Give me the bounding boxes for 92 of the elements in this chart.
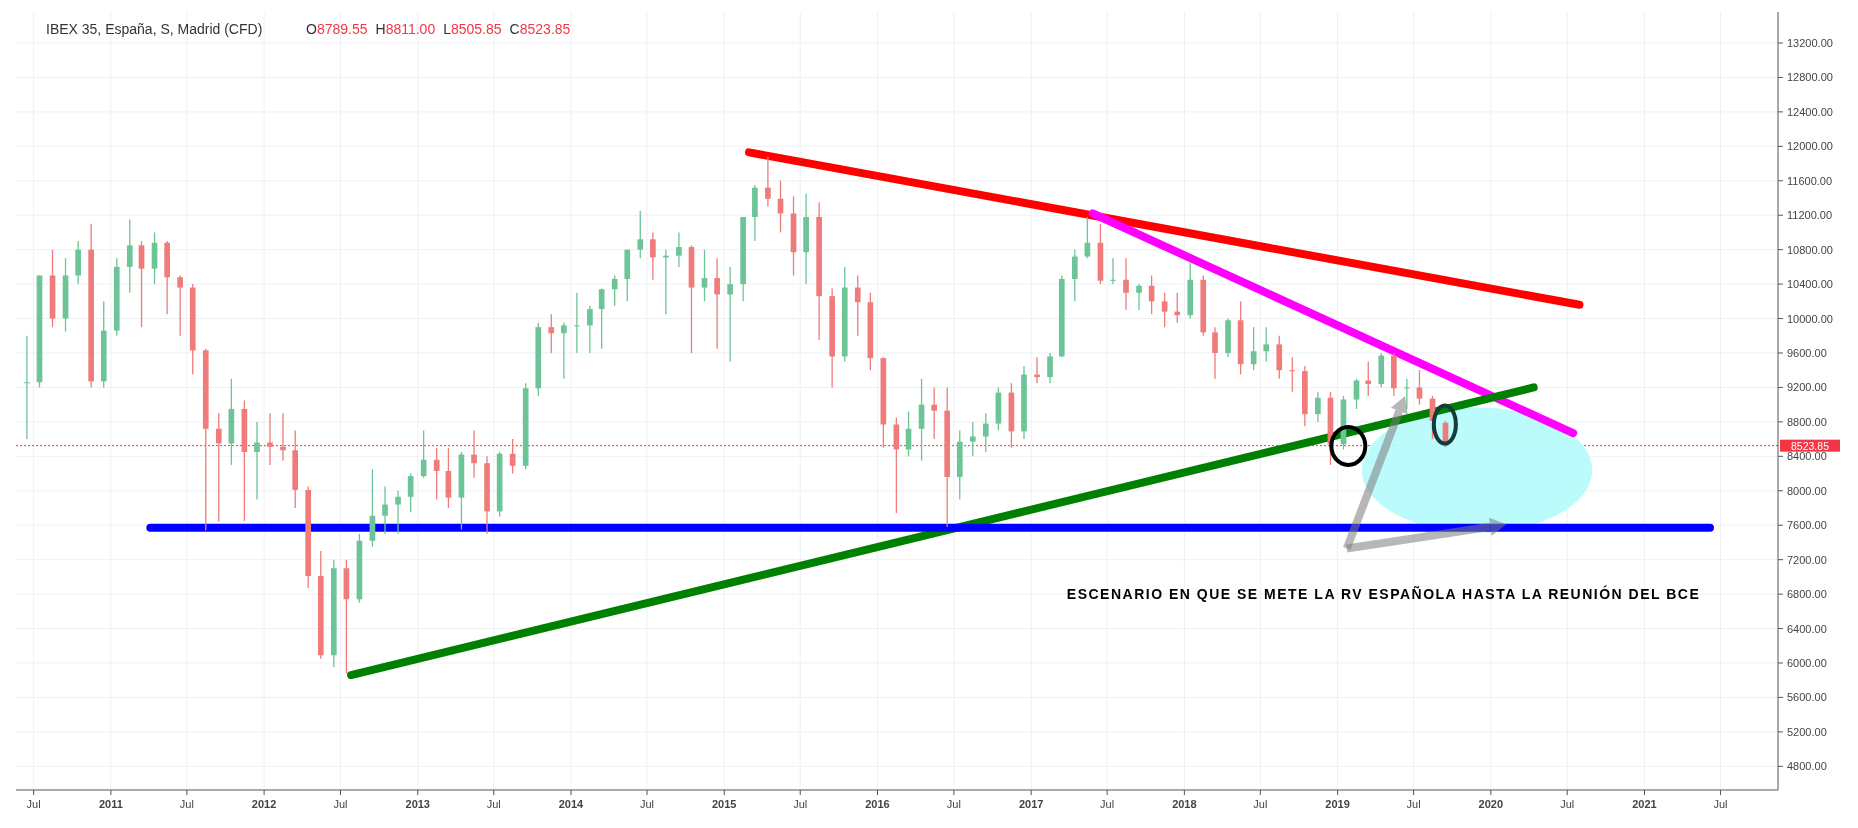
candlestick <box>931 386 937 440</box>
x-tick-label: Jul <box>1713 798 1728 810</box>
y-tick-label: 10000.00 <box>1787 312 1833 325</box>
annotation: ESCENARIO EN QUE SE METE LA RV ESPAÑOLA HASTA LA REUNIÓN DEL BCE <box>1066 585 1701 603</box>
x-tick-label: 2012 <box>251 798 277 810</box>
candlestick <box>611 274 618 307</box>
candlestick <box>24 335 30 440</box>
y-tick-label: 8400.00 <box>1787 450 1827 463</box>
candlestick <box>637 210 644 259</box>
x-tick-label: 2017 <box>1018 798 1044 810</box>
ref-line-label: 8523.85 <box>1791 439 1830 452</box>
y-tick-label: 10400.00 <box>1787 278 1833 291</box>
candlestick <box>382 485 388 535</box>
candlestick <box>1404 378 1410 410</box>
x-tick-label: 2021 <box>1632 798 1657 810</box>
candlestick <box>177 274 183 337</box>
y-tick-label: 12400.00 <box>1787 105 1833 118</box>
x-tick-label: 2016 <box>865 798 890 810</box>
candlestick <box>1416 369 1423 406</box>
x-tick-label: 2014 <box>558 798 585 810</box>
candlestick <box>1289 356 1296 393</box>
y-tick-label: 10800.00 <box>1787 243 1833 256</box>
y-tick-label: 7600.00 <box>1787 519 1827 532</box>
candlestick <box>1047 352 1053 384</box>
candlestick <box>765 156 771 208</box>
x-tick-label: 2015 <box>712 798 737 810</box>
candlestick <box>701 249 708 302</box>
candlestick <box>1365 360 1372 397</box>
candlestick <box>1212 326 1218 380</box>
candlestick <box>471 429 477 479</box>
y-tick-label: 11600.00 <box>1787 174 1833 187</box>
y-tick-label: 6800.00 <box>1787 588 1827 601</box>
candlestick <box>1123 257 1129 311</box>
y-tick-label: 5600.00 <box>1787 691 1827 704</box>
candlestick <box>1174 292 1181 324</box>
candlestick <box>714 257 720 350</box>
candlestick <box>587 304 593 354</box>
x-tick-label: Jul <box>179 798 194 810</box>
y-tick-label: 9600.00 <box>1787 346 1827 359</box>
candlestick <box>1315 391 1321 423</box>
x-tick-label: Jul <box>486 798 501 810</box>
x-tick-label: Jul <box>1100 798 1115 810</box>
x-tick-label: Jul <box>1560 798 1575 810</box>
x-tick-label: Jul <box>1253 798 1268 810</box>
candlestick <box>650 231 656 281</box>
x-tick-label: Jul <box>946 798 961 810</box>
x-tick-label: Jul <box>1406 798 1421 810</box>
candlestick <box>280 412 286 462</box>
x-tick-label: Jul <box>639 798 655 810</box>
text: IBEX 35, España, S, Madrid (CFD) <box>46 21 263 37</box>
x-tick-label: 2011 <box>98 798 123 810</box>
y-tick-label: 6000.00 <box>1787 656 1827 669</box>
y-tick-label: 7200.00 <box>1787 553 1827 566</box>
candlestick <box>1084 216 1091 259</box>
candlestick <box>254 421 260 501</box>
x-tick-label: Jul <box>333 798 348 810</box>
y-tick-label: 11200.00 <box>1787 209 1833 222</box>
candlestick <box>395 490 401 535</box>
candlestick <box>126 218 133 294</box>
y-tick-label: 5200.00 <box>1787 725 1827 738</box>
candlestick <box>407 472 414 513</box>
candlestick <box>267 412 273 466</box>
x-tick-label: Jul <box>26 798 41 810</box>
candlestick <box>1110 257 1116 285</box>
candlestick <box>548 313 555 354</box>
y-tick-label: 8800.00 <box>1787 415 1827 428</box>
y-tick-label: 12800.00 <box>1787 71 1833 84</box>
x-tick-label: 2013 <box>405 798 431 810</box>
candlestick <box>1136 283 1142 311</box>
candlestick <box>676 231 682 268</box>
y-tick-label: 6400.00 <box>1787 622 1827 635</box>
x-tick-label: 2018 <box>1172 798 1197 810</box>
x-tick-label: 2020 <box>1478 798 1504 810</box>
y-tick-label: 9200.00 <box>1787 381 1827 394</box>
y-tick-label: 4800.00 <box>1787 760 1827 773</box>
candlestick <box>138 240 145 328</box>
candlestick <box>561 322 567 380</box>
x-tick-label: 2019 <box>1325 798 1350 810</box>
candlestick <box>982 412 989 453</box>
text: O8789.55 H8811.00 L8505.85 C8523.85 <box>306 21 571 37</box>
candlestick <box>1161 292 1168 328</box>
candlestick <box>969 421 976 457</box>
y-tick-label: 12000.00 <box>1787 140 1833 153</box>
candlestick <box>1263 326 1270 363</box>
y-tick-label: 8000.00 <box>1787 484 1827 497</box>
candlestick <box>574 292 580 354</box>
candlestick <box>1071 249 1078 302</box>
x-tick-label: Jul <box>793 798 808 810</box>
candlestick <box>215 412 222 523</box>
candlestick <box>854 274 861 337</box>
candlestick <box>727 266 733 363</box>
y-tick-label: 13200.00 <box>1787 37 1833 49</box>
